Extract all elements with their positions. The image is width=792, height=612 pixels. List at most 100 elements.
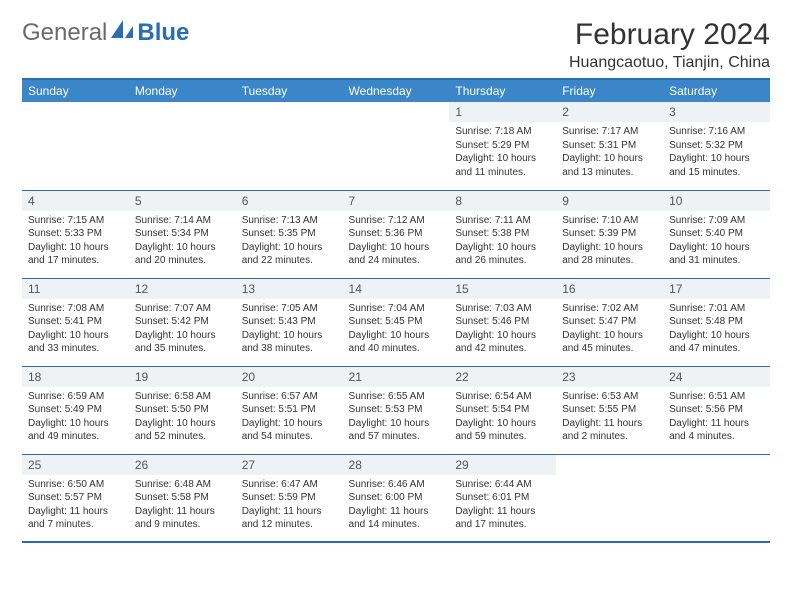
calendar-week-row: 18Sunrise: 6:59 AMSunset: 5:49 PMDayligh…: [22, 366, 770, 454]
calendar-day-cell: 13Sunrise: 7:05 AMSunset: 5:43 PMDayligh…: [236, 278, 343, 366]
day-details: Sunrise: 6:44 AMSunset: 6:01 PMDaylight:…: [449, 475, 556, 537]
day-details: Sunrise: 7:14 AMSunset: 5:34 PMDaylight:…: [129, 211, 236, 273]
day-details: Sunrise: 6:48 AMSunset: 5:58 PMDaylight:…: [129, 475, 236, 537]
calendar-day-cell: 11Sunrise: 7:08 AMSunset: 5:41 PMDayligh…: [22, 278, 129, 366]
day-number: 12: [129, 279, 236, 299]
calendar-day-cell: 1Sunrise: 7:18 AMSunset: 5:29 PMDaylight…: [449, 102, 556, 190]
weekday-header: Wednesday: [343, 80, 450, 102]
day-number: 1: [449, 102, 556, 122]
day-number: 20: [236, 367, 343, 387]
day-details: Sunrise: 6:57 AMSunset: 5:51 PMDaylight:…: [236, 387, 343, 449]
day-number: 26: [129, 455, 236, 475]
weekday-header: Monday: [129, 80, 236, 102]
brand-part2: Blue: [137, 19, 189, 47]
day-number: 27: [236, 455, 343, 475]
calendar-day-cell: ..: [343, 102, 450, 190]
day-details: Sunrise: 7:15 AMSunset: 5:33 PMDaylight:…: [22, 211, 129, 273]
day-number: 24: [663, 367, 770, 387]
day-details: Sunrise: 7:01 AMSunset: 5:48 PMDaylight:…: [663, 299, 770, 361]
calendar-day-cell: 5Sunrise: 7:14 AMSunset: 5:34 PMDaylight…: [129, 190, 236, 278]
calendar-day-cell: ..: [556, 454, 663, 542]
calendar-body: ........1Sunrise: 7:18 AMSunset: 5:29 PM…: [22, 102, 770, 542]
day-details: Sunrise: 7:12 AMSunset: 5:36 PMDaylight:…: [343, 211, 450, 273]
weekday-header: Saturday: [663, 80, 770, 102]
calendar-day-cell: 20Sunrise: 6:57 AMSunset: 5:51 PMDayligh…: [236, 366, 343, 454]
calendar-day-cell: 12Sunrise: 7:07 AMSunset: 5:42 PMDayligh…: [129, 278, 236, 366]
day-details: Sunrise: 6:47 AMSunset: 5:59 PMDaylight:…: [236, 475, 343, 537]
calendar-week-row: ........1Sunrise: 7:18 AMSunset: 5:29 PM…: [22, 102, 770, 190]
calendar-day-cell: 8Sunrise: 7:11 AMSunset: 5:38 PMDaylight…: [449, 190, 556, 278]
day-details: Sunrise: 7:09 AMSunset: 5:40 PMDaylight:…: [663, 211, 770, 273]
day-number: 11: [22, 279, 129, 299]
day-details: Sunrise: 6:46 AMSunset: 6:00 PMDaylight:…: [343, 475, 450, 537]
day-details: Sunrise: 7:07 AMSunset: 5:42 PMDaylight:…: [129, 299, 236, 361]
calendar-day-cell: 28Sunrise: 6:46 AMSunset: 6:00 PMDayligh…: [343, 454, 450, 542]
day-details: Sunrise: 6:59 AMSunset: 5:49 PMDaylight:…: [22, 387, 129, 449]
day-number: 21: [343, 367, 450, 387]
day-number: 25: [22, 455, 129, 475]
day-number: 7: [343, 191, 450, 211]
day-number: 23: [556, 367, 663, 387]
day-details: Sunrise: 7:17 AMSunset: 5:31 PMDaylight:…: [556, 122, 663, 184]
day-details: Sunrise: 7:03 AMSunset: 5:46 PMDaylight:…: [449, 299, 556, 361]
brand-part1: General: [22, 19, 107, 47]
calendar-day-cell: 15Sunrise: 7:03 AMSunset: 5:46 PMDayligh…: [449, 278, 556, 366]
calendar-day-cell: 24Sunrise: 6:51 AMSunset: 5:56 PMDayligh…: [663, 366, 770, 454]
day-number: 29: [449, 455, 556, 475]
calendar-day-cell: 9Sunrise: 7:10 AMSunset: 5:39 PMDaylight…: [556, 190, 663, 278]
day-details: Sunrise: 6:58 AMSunset: 5:50 PMDaylight:…: [129, 387, 236, 449]
calendar-day-cell: ..: [129, 102, 236, 190]
day-number: 5: [129, 191, 236, 211]
day-number: 13: [236, 279, 343, 299]
day-number: 10: [663, 191, 770, 211]
calendar-day-cell: 14Sunrise: 7:04 AMSunset: 5:45 PMDayligh…: [343, 278, 450, 366]
day-details: Sunrise: 7:04 AMSunset: 5:45 PMDaylight:…: [343, 299, 450, 361]
day-number: 2: [556, 102, 663, 122]
day-number: 19: [129, 367, 236, 387]
day-details: Sunrise: 7:05 AMSunset: 5:43 PMDaylight:…: [236, 299, 343, 361]
calendar-day-cell: ..: [663, 454, 770, 542]
sail-icon: [109, 18, 135, 47]
weekday-header: Friday: [556, 80, 663, 102]
header: General Blue February 2024 Huangcaotuo, …: [22, 18, 770, 72]
day-details: Sunrise: 7:08 AMSunset: 5:41 PMDaylight:…: [22, 299, 129, 361]
weekday-header: Thursday: [449, 80, 556, 102]
day-number: 9: [556, 191, 663, 211]
calendar-day-cell: 19Sunrise: 6:58 AMSunset: 5:50 PMDayligh…: [129, 366, 236, 454]
calendar-day-cell: 16Sunrise: 7:02 AMSunset: 5:47 PMDayligh…: [556, 278, 663, 366]
day-number: 3: [663, 102, 770, 122]
day-number: 18: [22, 367, 129, 387]
calendar-day-cell: 22Sunrise: 6:54 AMSunset: 5:54 PMDayligh…: [449, 366, 556, 454]
day-details: Sunrise: 6:51 AMSunset: 5:56 PMDaylight:…: [663, 387, 770, 449]
calendar-day-cell: 29Sunrise: 6:44 AMSunset: 6:01 PMDayligh…: [449, 454, 556, 542]
calendar-day-cell: 2Sunrise: 7:17 AMSunset: 5:31 PMDaylight…: [556, 102, 663, 190]
day-number: 28: [343, 455, 450, 475]
day-details: Sunrise: 6:53 AMSunset: 5:55 PMDaylight:…: [556, 387, 663, 449]
day-number: 15: [449, 279, 556, 299]
day-details: Sunrise: 7:11 AMSunset: 5:38 PMDaylight:…: [449, 211, 556, 273]
calendar-day-cell: ..: [236, 102, 343, 190]
calendar-day-cell: 27Sunrise: 6:47 AMSunset: 5:59 PMDayligh…: [236, 454, 343, 542]
weekday-header: Sunday: [22, 80, 129, 102]
calendar-week-row: 11Sunrise: 7:08 AMSunset: 5:41 PMDayligh…: [22, 278, 770, 366]
weekday-header: Tuesday: [236, 80, 343, 102]
day-details: Sunrise: 6:55 AMSunset: 5:53 PMDaylight:…: [343, 387, 450, 449]
calendar-day-cell: 4Sunrise: 7:15 AMSunset: 5:33 PMDaylight…: [22, 190, 129, 278]
day-details: Sunrise: 6:50 AMSunset: 5:57 PMDaylight:…: [22, 475, 129, 537]
page-title: February 2024: [569, 18, 770, 52]
day-number: 17: [663, 279, 770, 299]
calendar-day-cell: 7Sunrise: 7:12 AMSunset: 5:36 PMDaylight…: [343, 190, 450, 278]
brand-logo: General Blue: [22, 18, 189, 47]
calendar-day-cell: 23Sunrise: 6:53 AMSunset: 5:55 PMDayligh…: [556, 366, 663, 454]
calendar-week-row: 4Sunrise: 7:15 AMSunset: 5:33 PMDaylight…: [22, 190, 770, 278]
calendar-week-row: 25Sunrise: 6:50 AMSunset: 5:57 PMDayligh…: [22, 454, 770, 542]
calendar-day-cell: 21Sunrise: 6:55 AMSunset: 5:53 PMDayligh…: [343, 366, 450, 454]
day-details: Sunrise: 7:02 AMSunset: 5:47 PMDaylight:…: [556, 299, 663, 361]
location: Huangcaotuo, Tianjin, China: [569, 54, 770, 72]
day-number: 4: [22, 191, 129, 211]
calendar-day-cell: 10Sunrise: 7:09 AMSunset: 5:40 PMDayligh…: [663, 190, 770, 278]
day-number: 22: [449, 367, 556, 387]
day-details: Sunrise: 7:10 AMSunset: 5:39 PMDaylight:…: [556, 211, 663, 273]
calendar-day-cell: 17Sunrise: 7:01 AMSunset: 5:48 PMDayligh…: [663, 278, 770, 366]
calendar-day-cell: 3Sunrise: 7:16 AMSunset: 5:32 PMDaylight…: [663, 102, 770, 190]
